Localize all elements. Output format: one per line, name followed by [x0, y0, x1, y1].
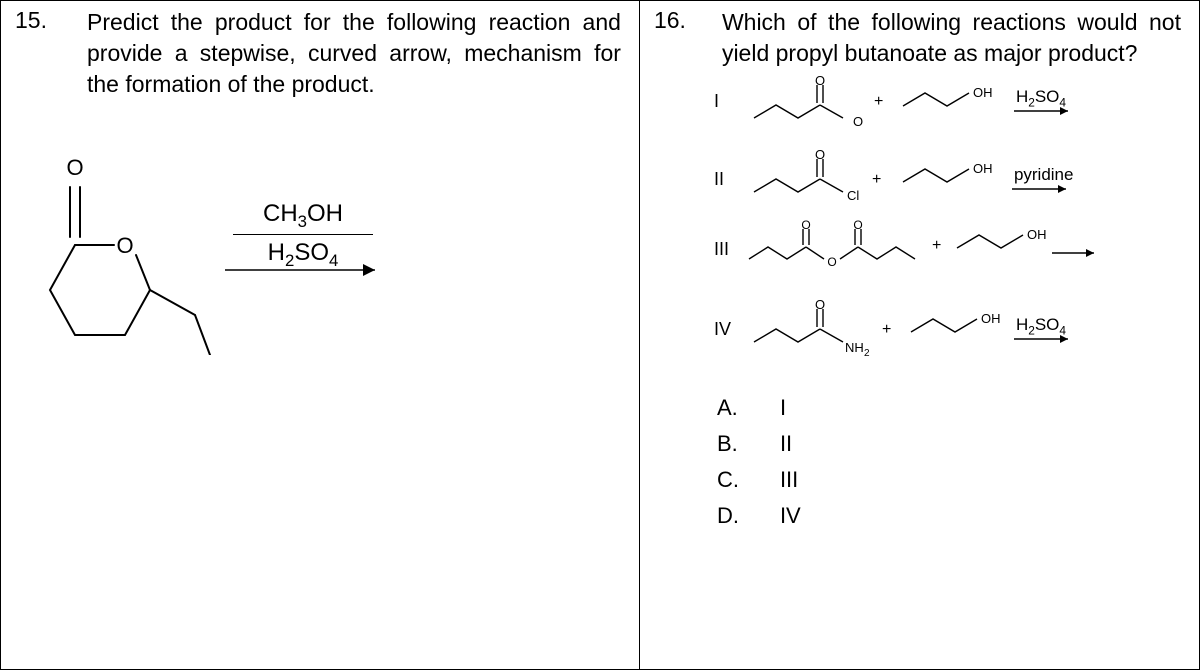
- arrow-icon: [1052, 247, 1102, 259]
- plus-icon: +: [932, 237, 941, 255]
- option-iii-row: III O O O +: [654, 217, 1181, 287]
- ans-b-lbl: B.: [716, 427, 777, 461]
- plus-icon: +: [874, 93, 883, 111]
- anhydride-icon: O O O: [744, 217, 924, 277]
- reagent-top: CH3OH: [233, 200, 373, 232]
- q15-structure: O O: [10, 115, 220, 355]
- svg-text:OH: OH: [973, 161, 993, 176]
- svg-text:O: O: [815, 73, 825, 88]
- q15-text: Predict the product for the following re…: [87, 7, 621, 100]
- option-ii-row: II O Cl + OH pyridine: [654, 147, 1181, 217]
- butanamide-icon: O NH2: [749, 297, 874, 359]
- arrow-icon: [1014, 333, 1076, 345]
- svg-text:O: O: [815, 147, 825, 162]
- svg-text:O: O: [853, 218, 862, 232]
- propanol-icon: OH: [898, 157, 996, 195]
- ans-c-lbl: C.: [716, 463, 777, 497]
- reagent-bottom: H2SO4: [233, 239, 373, 271]
- option-i-row: I O OH + OH H2SO4: [654, 69, 1181, 139]
- svg-text:2: 2: [864, 348, 870, 359]
- q16-options: I O OH + OH H2SO4: [654, 69, 1181, 499]
- svg-text:O: O: [815, 297, 825, 312]
- q15-reaction: O O CH3OH H2SO4: [15, 100, 621, 520]
- butanoic-acid-icon: O OH: [749, 73, 864, 135]
- svg-text:OH: OH: [1027, 227, 1047, 242]
- svg-text:OH: OH: [981, 311, 1001, 326]
- arrow-icon: [1012, 183, 1074, 195]
- q16-text: Which of the following reactions would n…: [722, 7, 1181, 69]
- svg-text:O: O: [801, 218, 810, 232]
- q15-number: 15.: [15, 7, 47, 34]
- svg-text:Cl: Cl: [847, 188, 859, 203]
- answer-choice-list: A.I B.II C.III D.IV: [714, 389, 804, 535]
- propanol-icon: OH: [906, 307, 1004, 345]
- propanol-icon: OH: [952, 223, 1050, 261]
- svg-text:OH: OH: [853, 114, 864, 129]
- ans-a-lbl: A.: [716, 391, 777, 425]
- opt-label-i: I: [714, 91, 719, 112]
- butanoyl-chloride-icon: O Cl: [749, 147, 864, 209]
- option-ii-cond: pyridine: [1014, 165, 1074, 185]
- ans-d-lbl: D.: [716, 499, 777, 533]
- opt-label-iv: IV: [714, 319, 731, 340]
- svg-text:O: O: [827, 255, 836, 269]
- opt-label-iii: III: [714, 239, 729, 260]
- svg-text:O: O: [66, 155, 83, 180]
- svg-text:O: O: [116, 233, 133, 258]
- question-16: 16. Which of the following reactions wou…: [640, 1, 1199, 669]
- q15-reagent: CH3OH H2SO4: [233, 200, 373, 271]
- opt-label-ii: II: [714, 169, 724, 190]
- svg-text:OH: OH: [973, 85, 993, 100]
- plus-icon: +: [882, 321, 891, 339]
- propanol-icon: OH: [898, 81, 996, 119]
- ans-b-val: II: [779, 427, 802, 461]
- plus-icon: +: [872, 171, 881, 189]
- ans-c-val: III: [779, 463, 802, 497]
- q16-number: 16.: [654, 7, 686, 34]
- ans-a-val: I: [779, 391, 802, 425]
- svg-text:NH: NH: [845, 340, 864, 355]
- arrow-icon: [1014, 105, 1076, 117]
- question-15: 15. Predict the product for the followin…: [1, 1, 640, 669]
- ans-d-val: IV: [779, 499, 802, 533]
- option-iv-row: IV O NH2 + OH H2SO4: [654, 297, 1181, 367]
